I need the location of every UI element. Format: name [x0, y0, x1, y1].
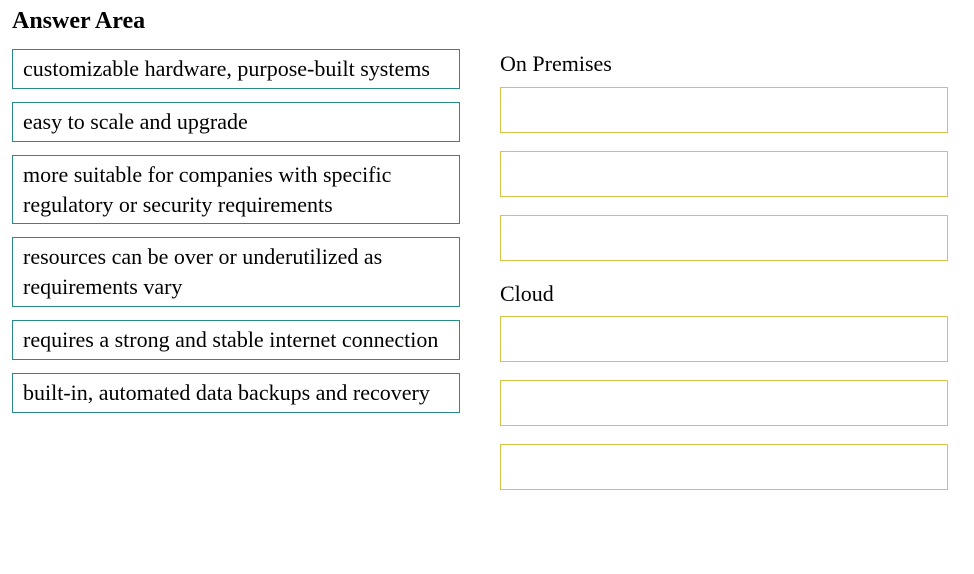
category-label: On Premises	[500, 49, 948, 79]
source-item[interactable]: more suitable for companies with specifi…	[12, 155, 460, 224]
source-item[interactable]: customizable hardware, purpose-built sys…	[12, 49, 460, 89]
target-stack	[500, 87, 948, 261]
source-column: customizable hardware, purpose-built sys…	[12, 49, 460, 490]
target-slot[interactable]	[500, 316, 948, 362]
category-label: Cloud	[500, 279, 948, 309]
source-item[interactable]: built-in, automated data backups and rec…	[12, 373, 460, 413]
target-slot[interactable]	[500, 444, 948, 490]
answer-area-title: Answer Area	[12, 8, 962, 35]
target-slot[interactable]	[500, 380, 948, 426]
source-item[interactable]: requires a strong and stable internet co…	[12, 320, 460, 360]
target-slot[interactable]	[500, 151, 948, 197]
source-item[interactable]: resources can be over or underutilized a…	[12, 237, 460, 306]
target-slot[interactable]	[500, 215, 948, 261]
target-column: On Premises Cloud	[500, 49, 948, 490]
target-stack	[500, 316, 948, 490]
source-item[interactable]: easy to scale and upgrade	[12, 102, 460, 142]
columns-wrapper: customizable hardware, purpose-built sys…	[12, 49, 962, 490]
target-slot[interactable]	[500, 87, 948, 133]
